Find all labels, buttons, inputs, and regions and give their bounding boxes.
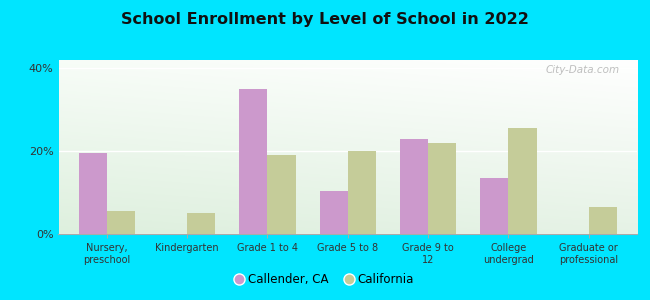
Bar xyxy=(480,178,508,234)
Bar xyxy=(239,89,267,234)
Text: City-Data.com: City-Data.com xyxy=(545,65,619,75)
Bar xyxy=(79,153,107,234)
Bar xyxy=(320,190,348,234)
Bar xyxy=(267,155,296,234)
Bar xyxy=(400,139,428,234)
Bar xyxy=(428,143,456,234)
Bar xyxy=(107,211,135,234)
Bar xyxy=(508,128,536,234)
Text: School Enrollment by Level of School in 2022: School Enrollment by Level of School in … xyxy=(121,12,529,27)
Bar xyxy=(348,151,376,234)
Bar xyxy=(589,207,617,234)
Bar xyxy=(187,213,215,234)
Legend: Callender, CA, California: Callender, CA, California xyxy=(231,269,419,291)
